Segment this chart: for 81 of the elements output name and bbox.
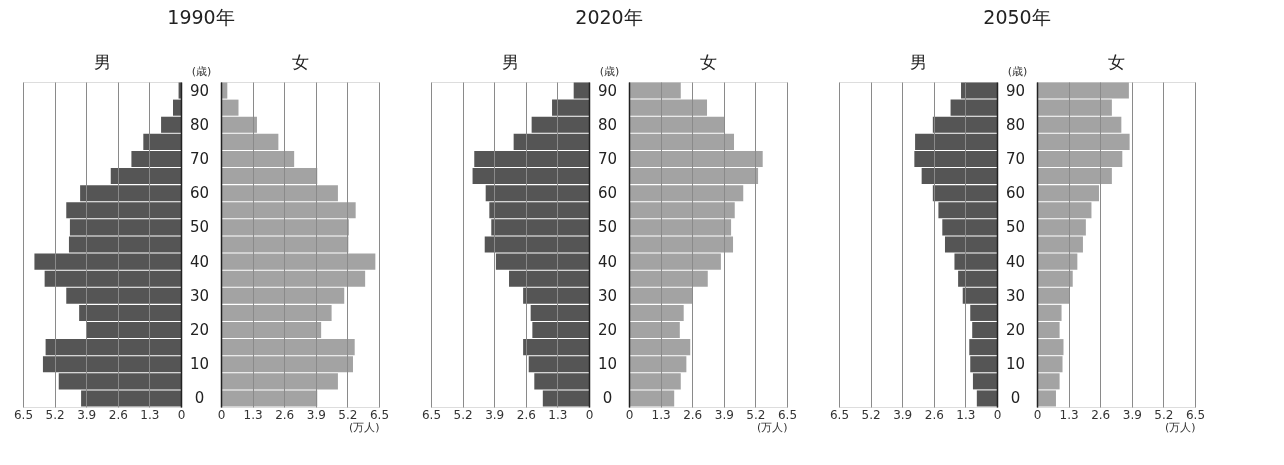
y-tick-label: 30 [597, 286, 618, 305]
x-tick-label: 3.9 [306, 407, 326, 422]
x-tick-label: 3.9 [1122, 407, 1142, 422]
y-axis-title: (歳) [1007, 64, 1028, 78]
text: 男 [501, 52, 519, 72]
x-tick-label: 5.2 [746, 407, 766, 422]
x-tick-label: 6.5 [421, 407, 442, 422]
text: 男 [909, 52, 927, 72]
series-label: 女 [1107, 52, 1125, 72]
x-tick-label: 2.6 [108, 407, 128, 422]
y-tick-label: 20 [1005, 321, 1026, 340]
y-tick-label: 70 [189, 149, 210, 168]
x-tick-label: 1.3 [140, 407, 160, 422]
text: 女 [291, 52, 309, 72]
x-tick-label: 2.6 [683, 407, 703, 422]
series-label: 女 [699, 52, 717, 72]
y-tick-label: 70 [597, 149, 618, 168]
x-tick-label: 1.3 [243, 407, 263, 422]
text: 男 [93, 52, 111, 72]
chart-title: 2020年 [575, 5, 643, 28]
x-tick-label: 5.2 [861, 407, 881, 422]
y-tick-label: 50 [597, 218, 618, 237]
x-tick-label: 1.3 [956, 407, 976, 422]
x-axis-title: (万人) [1164, 420, 1196, 434]
y-tick-label: 80 [189, 115, 210, 134]
y-tick-label: 10 [189, 355, 210, 374]
x-tick-label: 0 [585, 407, 594, 422]
y-axis-title: (歳) [191, 64, 212, 78]
y-tick-label: 40 [597, 252, 618, 271]
x-tick-label: 5.2 [338, 407, 358, 422]
y-tick-label: 0 [194, 389, 205, 408]
y-tick-label: 40 [1005, 252, 1026, 271]
x-tick-label: 0 [625, 407, 634, 422]
y-tick-label: 70 [1005, 149, 1026, 168]
x-axis-title: (万人) [756, 420, 788, 434]
chart-title: 1990年 [167, 5, 235, 28]
x-tick-label: 0 [177, 407, 186, 422]
x-axis-title: (万人) [348, 420, 380, 434]
x-tick-label: 6.5 [13, 407, 34, 422]
y-tick-label: 10 [1005, 355, 1026, 374]
y-tick-label: 0 [602, 389, 613, 408]
x-tick-label: 1.3 [548, 407, 568, 422]
x-tick-label: 6.5 [1185, 407, 1206, 422]
x-tick-label: 3.9 [485, 407, 505, 422]
x-tick-label: 5.2 [453, 407, 473, 422]
y-tick-label: 50 [189, 218, 210, 237]
x-tick-label: 3.9 [77, 407, 97, 422]
x-tick-label: 2.6 [924, 407, 944, 422]
y-tick-label: 30 [189, 286, 210, 305]
x-tick-label: 3.9 [893, 407, 913, 422]
y-tick-label: 20 [189, 321, 210, 340]
y-tick-label: 80 [1005, 115, 1026, 134]
y-tick-label: 20 [597, 321, 618, 340]
y-tick-label: 80 [597, 115, 618, 134]
x-tick-label: 6.5 [829, 407, 850, 422]
x-tick-label: 2.6 [516, 407, 536, 422]
y-tick-label: 40 [189, 252, 210, 271]
y-tick-label: 90 [189, 81, 210, 100]
x-tick-label: 2.6 [1091, 407, 1111, 422]
y-tick-label: 90 [597, 81, 618, 100]
y-tick-label: 90 [1005, 81, 1026, 100]
y-tick-label: 0 [1010, 389, 1021, 408]
x-tick-label: 0 [1033, 407, 1042, 422]
y-tick-label: 60 [189, 184, 210, 203]
y-tick-label: 60 [597, 184, 618, 203]
y-tick-label: 60 [1005, 184, 1026, 203]
x-tick-label: 5.2 [1154, 407, 1174, 422]
y-tick-label: 10 [597, 355, 618, 374]
x-tick-label: 3.9 [714, 407, 734, 422]
chart-title: 2050年 [983, 5, 1051, 28]
y-axis-title: (歳) [599, 64, 620, 78]
x-tick-label: 1.3 [1059, 407, 1079, 422]
y-tick-label: 50 [1005, 218, 1026, 237]
x-tick-label: 0 [217, 407, 226, 422]
x-tick-label: 6.5 [369, 407, 390, 422]
x-tick-label: 0 [993, 407, 1002, 422]
y-tick-label: 30 [1005, 286, 1026, 305]
x-tick-label: 1.3 [651, 407, 671, 422]
x-tick-label: 5.2 [45, 407, 65, 422]
x-tick-label: 6.5 [777, 407, 798, 422]
x-tick-label: 2.6 [275, 407, 295, 422]
